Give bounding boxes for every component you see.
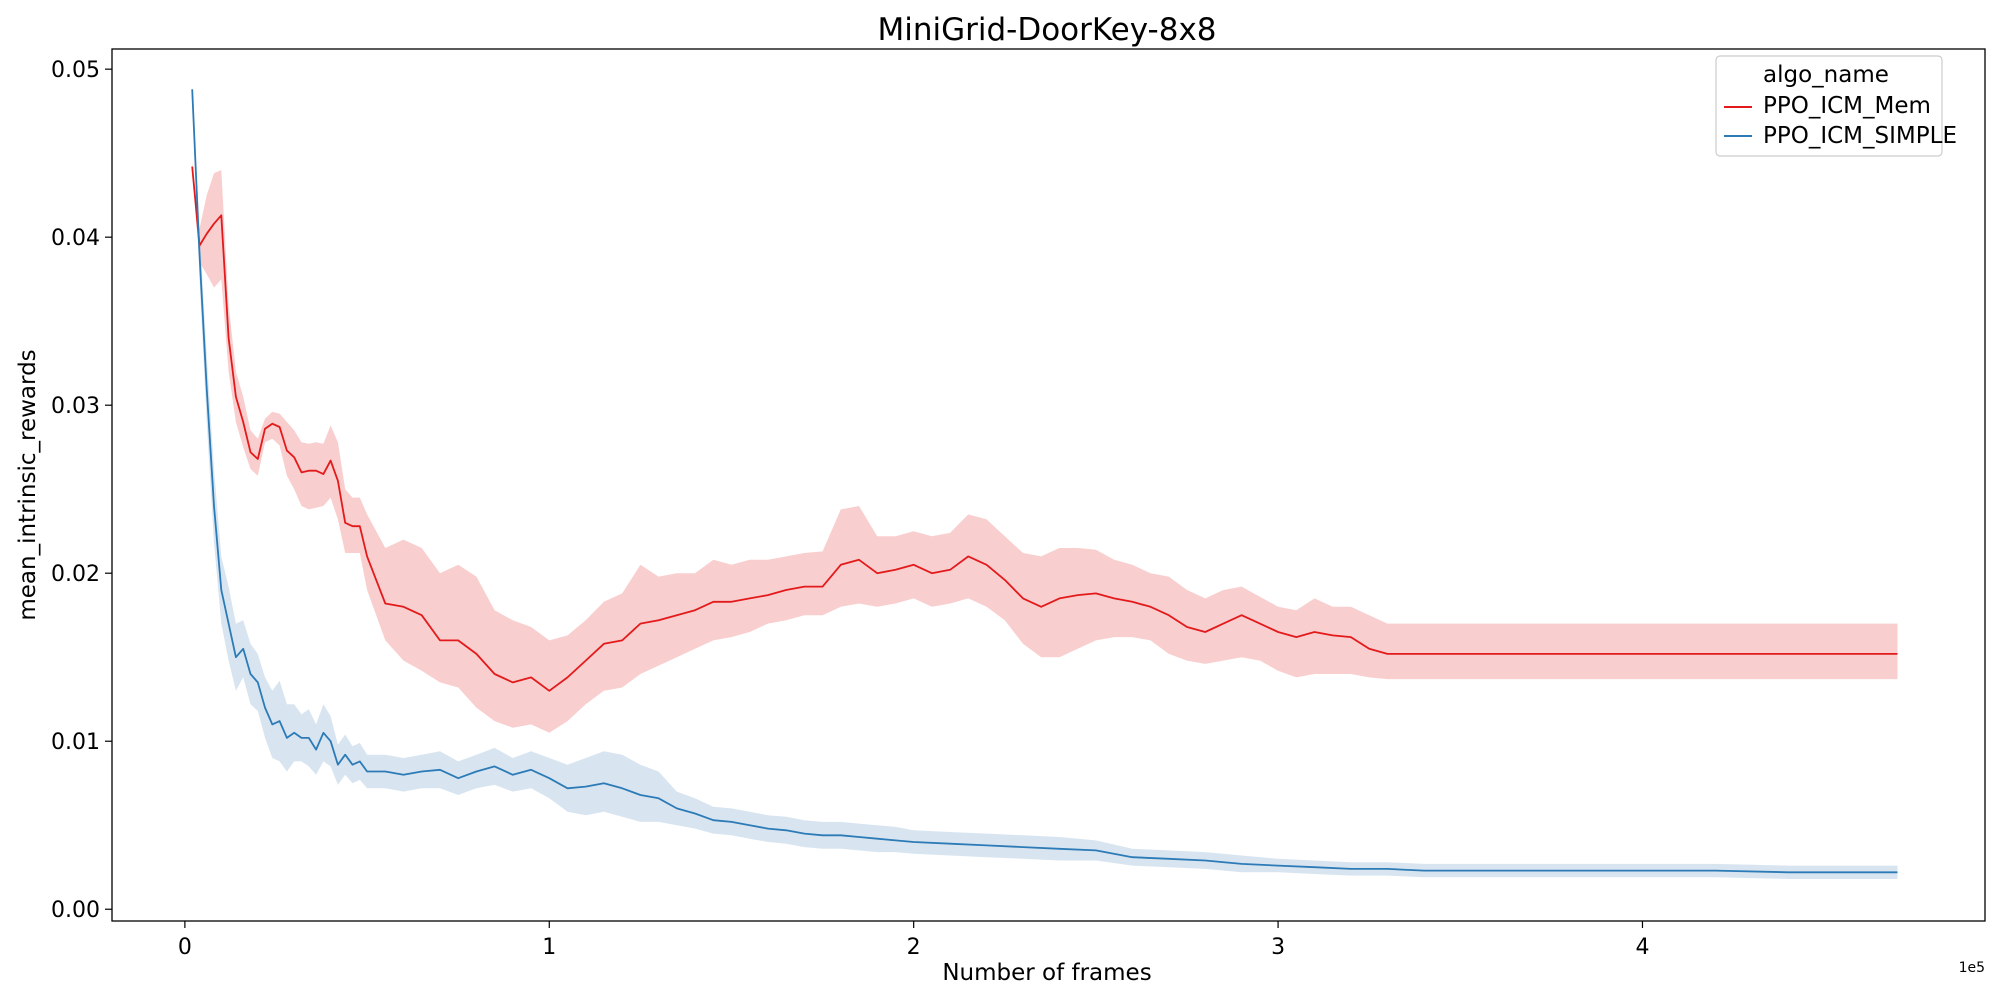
legend-title: algo_name <box>1763 62 1889 88</box>
legend-label-ppo-icm-simple: PPO_ICM_SIMPLE <box>1763 123 1957 149</box>
confidence-bands <box>192 86 1898 879</box>
legend: algo_name PPO_ICM_Mem PPO_ICM_SIMPLE <box>1715 55 1957 157</box>
plot-area-frame <box>111 48 1986 922</box>
y-tick-label: 0.01 <box>51 730 100 755</box>
x-tick-label: 1 <box>542 935 556 960</box>
band-ppo-icm-mem <box>192 161 1898 733</box>
x-tick-label: 2 <box>907 935 921 960</box>
y-tick-label: 0.05 <box>51 58 100 83</box>
x-axis-offset-label: 1e5 <box>1959 960 1985 976</box>
y-tick-label: 0.02 <box>51 562 100 587</box>
y-axis-ticks: 0.00 0.01 0.02 0.03 0.04 0.05 <box>51 58 112 923</box>
legend-frame <box>1715 55 1943 157</box>
x-axis-ticks: 0 1 2 3 4 <box>178 921 1649 960</box>
y-tick-label: 0.04 <box>51 226 100 251</box>
x-tick-label: 4 <box>1635 935 1649 960</box>
y-tick-label: 0.00 <box>51 898 100 923</box>
line-ppo-icm-mem <box>191 166 1898 692</box>
x-tick-label: 3 <box>1271 935 1285 960</box>
legend-label-ppo-icm-mem: PPO_ICM_Mem <box>1763 93 1931 119</box>
x-tick-label: 0 <box>178 935 192 960</box>
chart-title: MiniGrid-DoorKey-8x8 <box>877 12 1216 48</box>
series-lines <box>191 89 1898 874</box>
x-axis-title: Number of frames <box>942 960 1151 986</box>
line-ppo-icm-simple <box>191 89 1898 874</box>
y-tick-label: 0.03 <box>51 394 100 419</box>
y-axis-title: mean_intrinsic_rewards <box>15 349 41 620</box>
